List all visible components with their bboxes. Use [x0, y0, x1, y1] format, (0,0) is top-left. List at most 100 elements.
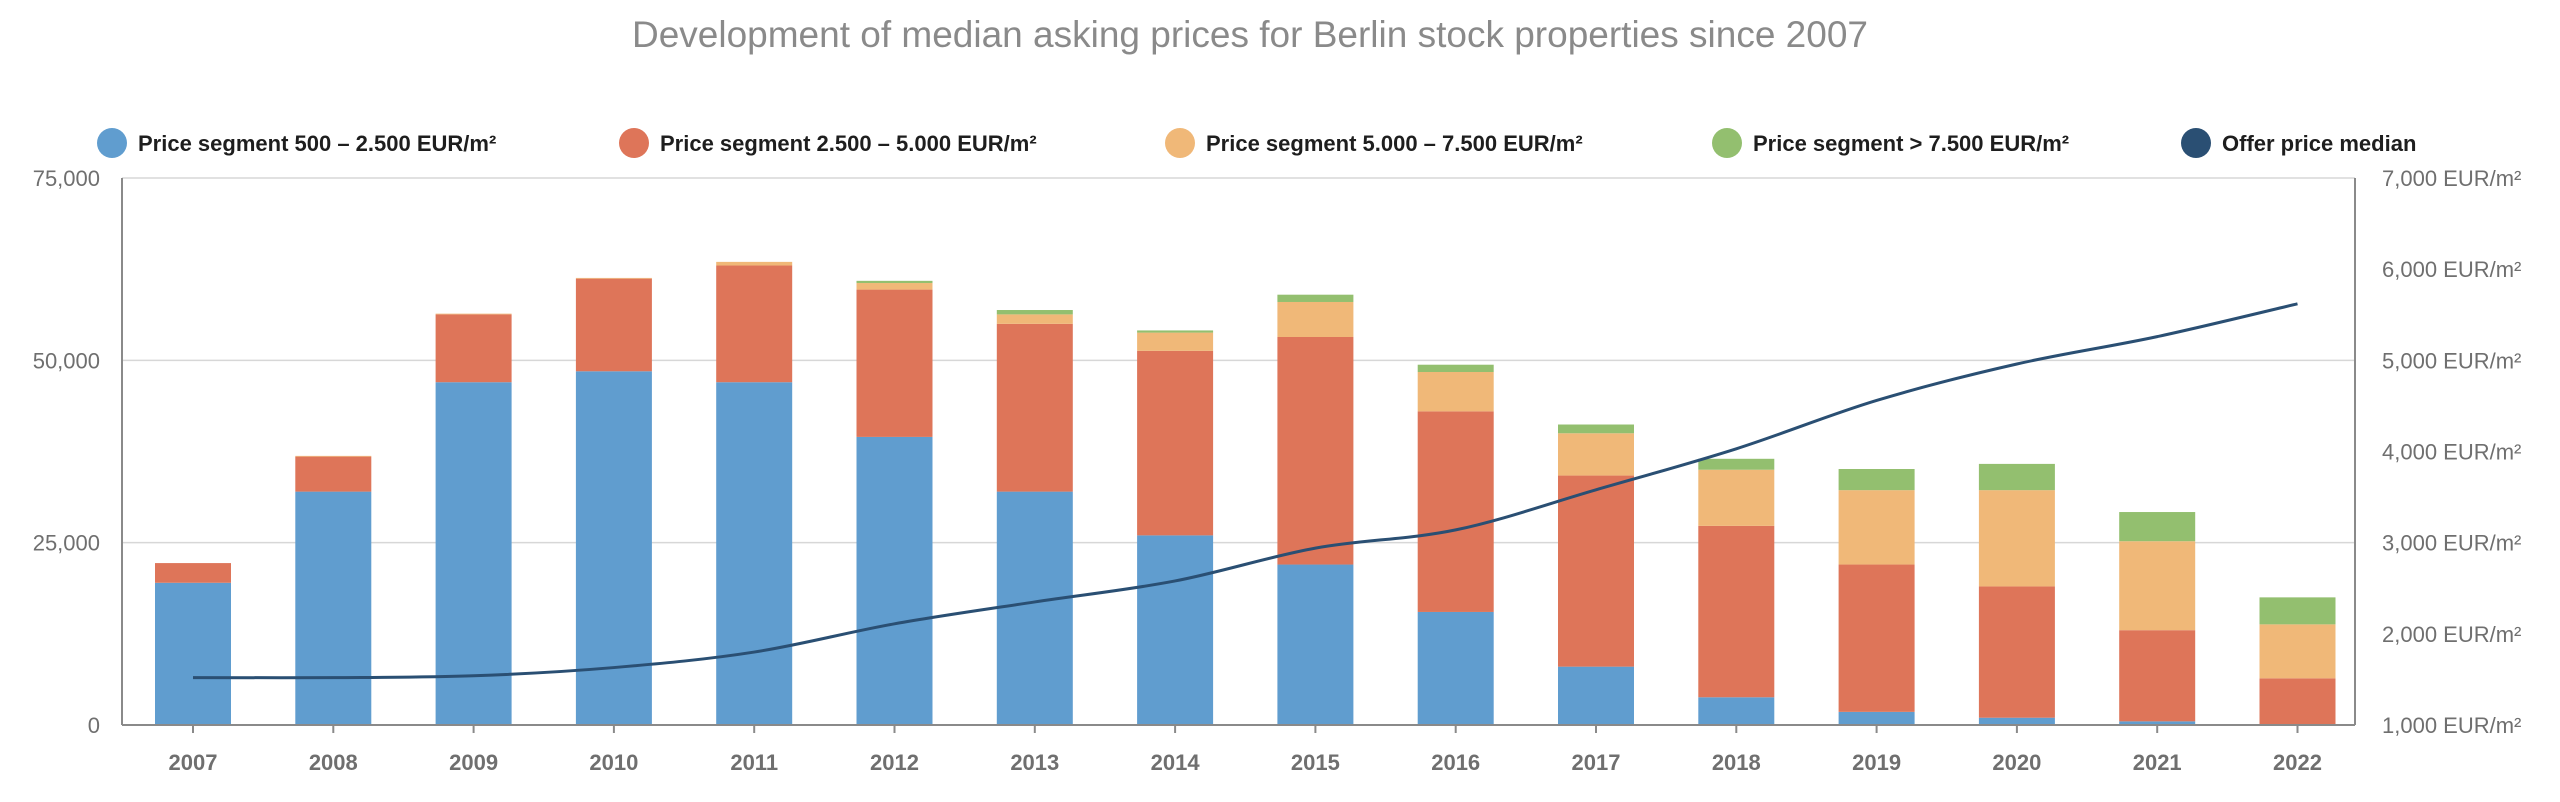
offer-price-median-line [192, 302, 2298, 680]
bar-stack-2007 [155, 563, 231, 725]
legend-swatch [97, 128, 127, 158]
x-tick-label: 2013 [1010, 750, 1059, 775]
bar-segment-2-2014 [1137, 350, 1214, 536]
y-right-tick-label: 1,000 EUR/m² [2382, 713, 2521, 738]
x-tick-label: 2009 [449, 750, 498, 775]
x-tick-label: 2008 [309, 750, 358, 775]
bar-stack-2011 [716, 261, 793, 725]
x-tick-label: 2018 [1712, 750, 1761, 775]
legend: Price segment 500 – 2.500 EUR/m² Price se… [97, 128, 2416, 158]
bar-segment-4-2022 [2259, 597, 2336, 625]
bar-segment-3-2016 [1417, 372, 1494, 412]
bar-segment-3-2010 [575, 277, 652, 279]
bar-segment-1-2017 [1558, 666, 1634, 725]
axes: 0 25,000 50,000 75,000 1,000 EUR/m² 2,000 EUR… [33, 166, 2522, 775]
chart-title: Development of median asking prices for … [632, 14, 1868, 55]
bar-stack-2013 [996, 310, 1073, 725]
y-left-tick-label: 75,000 [33, 166, 100, 191]
bar-segment-2-2020 [1978, 586, 2055, 718]
bar-segment-3-2018 [1698, 469, 1775, 526]
bar-segment-3-2021 [2119, 541, 2196, 631]
bar-segment-3-2020 [1978, 490, 2055, 587]
x-tick-label: 2014 [1151, 750, 1201, 775]
bar-segment-4-2015 [1277, 294, 1354, 302]
bar-segment-2-2021 [2119, 630, 2196, 722]
legend-swatch [1712, 128, 1742, 158]
bar-segment-3-2013 [996, 314, 1073, 324]
x-tick-label: 2007 [169, 750, 218, 775]
legend-label: Offer price median [2222, 131, 2416, 156]
x-tick-label: 2022 [2273, 750, 2322, 775]
bar-stack-2014 [1137, 330, 1214, 725]
bar-segment-3-2015 [1277, 301, 1354, 337]
y-left-tick-label: 50,000 [33, 348, 100, 373]
bar-segment-2-2019 [1838, 564, 1915, 712]
bar-stack-2010 [575, 277, 652, 725]
bar-segment-3-2017 [1558, 433, 1634, 476]
bar-segment-3-2009 [435, 313, 512, 315]
legend-item-5: Offer price median [2181, 128, 2416, 158]
y-right-tick-label: 2,000 EUR/m² [2382, 622, 2521, 647]
bar-segment-3-2008 [295, 455, 372, 457]
bar-stack-2017 [1558, 424, 1634, 725]
x-tick-label: 2020 [1992, 750, 2041, 775]
bar-segment-1-2007 [155, 582, 231, 725]
legend-swatch [619, 128, 649, 158]
bar-segment-2-2009 [435, 314, 512, 383]
bar-segment-2-2007 [155, 563, 231, 583]
y-left-tick-label: 0 [88, 713, 100, 738]
bar-segment-1-2020 [1978, 717, 2055, 725]
legend-item-3: Price segment 5.000 – 7.500 EUR/m² [1165, 128, 1583, 158]
bar-segment-2-2016 [1417, 411, 1494, 612]
legend-label: Price segment 500 – 2.500 EUR/m² [138, 131, 496, 156]
bar-segment-4-2012 [856, 280, 933, 284]
bar-segment-2-2011 [716, 265, 793, 383]
y-left-tick-label: 25,000 [33, 531, 100, 556]
bar-segment-2-2010 [575, 278, 652, 372]
bar-segment-3-2022 [2259, 624, 2336, 679]
y-right-tick-label: 5,000 EUR/m² [2382, 348, 2521, 373]
bar-segment-1-2008 [295, 491, 372, 725]
legend-item-1: Price segment 500 – 2.500 EUR/m² [97, 128, 496, 158]
bar-segment-2-2015 [1277, 336, 1354, 565]
x-tick-label: 2012 [870, 750, 919, 775]
bar-segment-3-2012 [856, 283, 933, 290]
legend-item-4: Price segment > 7.500 EUR/m² [1712, 128, 2069, 158]
bar-segment-1-2009 [435, 382, 512, 725]
bar-stack-2009 [435, 313, 512, 725]
bar-segment-4-2019 [1838, 469, 1915, 491]
y-right-tick-label: 6,000 EUR/m² [2382, 257, 2521, 282]
bar-segment-1-2016 [1417, 611, 1494, 725]
x-tick-label: 2021 [2133, 750, 2182, 775]
x-tick-label: 2016 [1431, 750, 1480, 775]
bar-segment-2-2017 [1558, 475, 1634, 667]
x-tick-label: 2010 [589, 750, 638, 775]
legend-label: Price segment 5.000 – 7.500 EUR/m² [1206, 131, 1583, 156]
legend-swatch [1165, 128, 1195, 158]
bar-stack-2021 [2119, 512, 2196, 725]
bar-segment-2-2022 [2259, 678, 2336, 725]
legend-label: Price segment > 7.500 EUR/m² [1753, 131, 2069, 156]
bar-segment-3-2019 [1838, 490, 1915, 565]
bar-stack-2020 [1978, 463, 2055, 725]
bar-segment-2-2008 [295, 456, 372, 492]
bar-segment-4-2020 [1978, 463, 2055, 491]
bar-stack-2016 [1417, 364, 1494, 725]
bar-segment-2-2013 [996, 323, 1073, 492]
bar-segment-2-2012 [856, 289, 933, 437]
bar-segment-4-2014 [1137, 330, 1214, 333]
bar-stack-2012 [856, 280, 933, 725]
x-tick-label: 2019 [1852, 750, 1901, 775]
y-right-tick-label: 3,000 EUR/m² [2382, 531, 2521, 556]
bar-segment-1-2018 [1698, 697, 1775, 725]
bar-segment-1-2019 [1838, 711, 1915, 725]
bar-segment-3-2014 [1137, 332, 1214, 351]
bar-segment-4-2021 [2119, 512, 2196, 542]
x-tick-label: 2011 [730, 750, 778, 775]
bar-segment-1-2013 [996, 491, 1073, 725]
bar-segment-2-2018 [1698, 525, 1775, 698]
median-line-layer [192, 302, 2298, 680]
bar-segment-3-2011 [716, 261, 793, 266]
bar-stack-2019 [1838, 469, 1915, 725]
